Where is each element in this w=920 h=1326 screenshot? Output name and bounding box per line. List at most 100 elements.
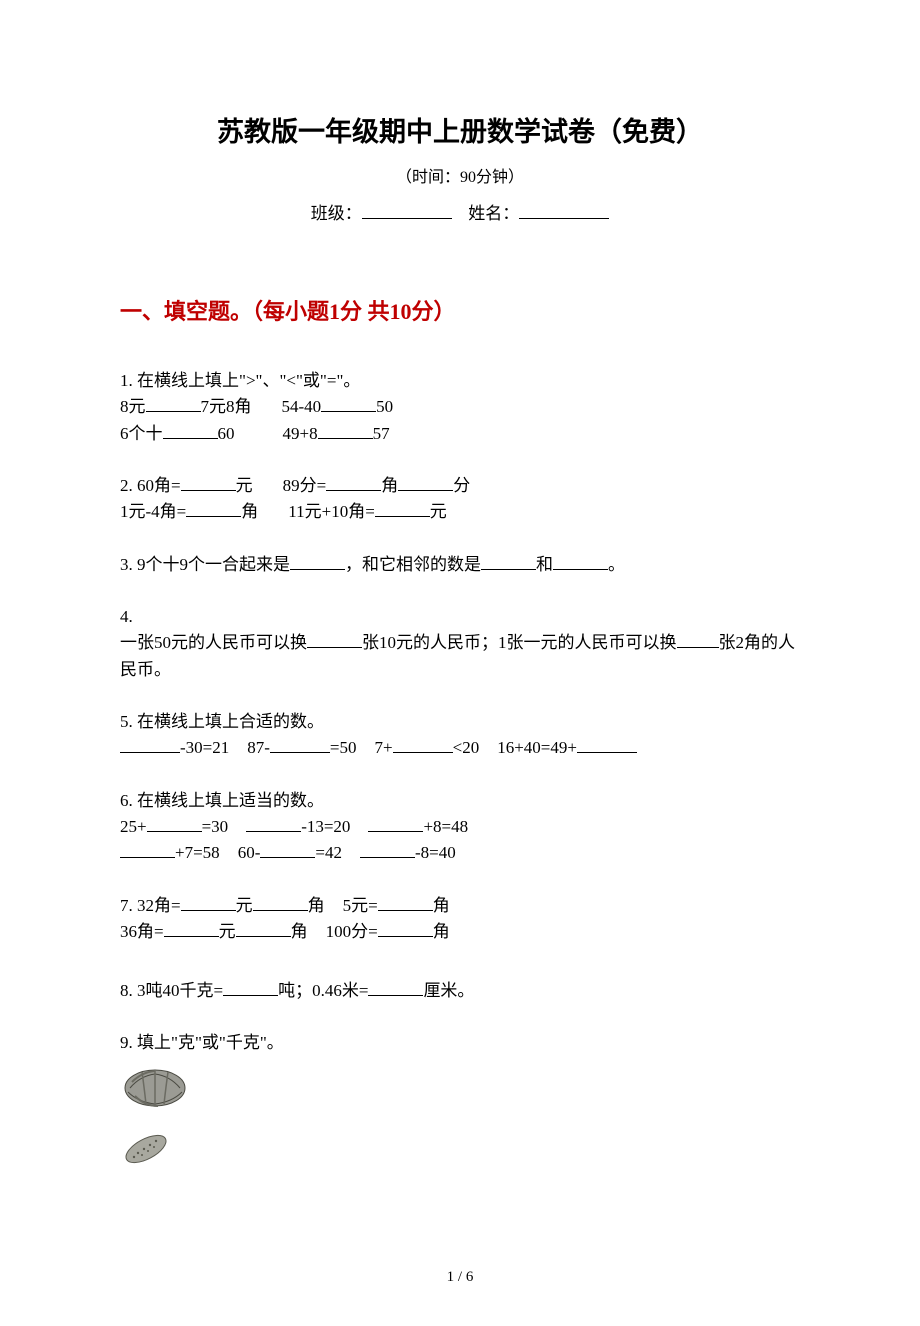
q6-r2c: =42: [315, 843, 342, 862]
q2-r1c: 89分=: [283, 476, 327, 495]
q7-r1d: 5元=: [343, 896, 378, 915]
class-blank: [362, 202, 452, 219]
q5-f: 16+40=49+: [497, 738, 577, 757]
blank: [223, 979, 278, 996]
q1-prompt: 1. 在横线上填上">"、"<"或"="。: [120, 368, 800, 394]
q2-row1: 2. 60角=元89分=角分: [120, 473, 800, 499]
blank: [318, 422, 373, 439]
q5-e: <20: [453, 738, 480, 757]
blank: [553, 553, 608, 570]
q3-d: 。: [608, 555, 625, 574]
blank: [321, 395, 376, 412]
student-fields: 班级： 姓名：: [120, 199, 800, 224]
q8-c: 厘米。: [423, 981, 474, 1000]
q2-row2: 1元-4角= 角 11元+10角= 元: [120, 499, 800, 525]
blank: [393, 736, 453, 753]
q2-r1d: 角: [381, 476, 398, 495]
blank: [398, 474, 453, 491]
q3-a: 3. 9个十9个一合起来是: [120, 555, 290, 574]
question-3: 3. 9个十9个一合起来是 ，和它相邻的数是 和 。: [120, 552, 800, 578]
q2-r2c: 11元+10角=: [288, 502, 375, 521]
q8-a: 8. 3吨40千克=: [120, 981, 223, 1000]
blank: [270, 736, 330, 753]
q2-r2b: 角: [241, 502, 258, 521]
blank: [677, 631, 719, 648]
q6-row1: 25+=30-13=20+8=48: [120, 814, 800, 840]
blank: [326, 474, 381, 491]
q4-num: 4.: [120, 604, 800, 630]
q5-b: 87-: [247, 738, 270, 757]
time-label: （时间：90分钟）: [120, 163, 800, 187]
blank: [375, 500, 430, 517]
q5-d: 7+: [375, 738, 393, 757]
q6-prompt: 6. 在横线上填上适当的数。: [120, 788, 800, 814]
q2-r2a: 1元-4角=: [120, 502, 186, 521]
blank: [307, 631, 362, 648]
q6-r2d: -8=40: [415, 843, 456, 862]
question-2: 2. 60角=元89分=角分 1元-4角=角11元+10角=元: [120, 473, 800, 526]
q2-r2d: 元: [430, 502, 447, 521]
q7-r1a: 7. 32角=: [120, 896, 181, 915]
blank: [290, 553, 345, 570]
q6-r1d: +8=48: [423, 817, 468, 836]
question-9: 9. 填上"克"或"千克"。: [120, 1030, 800, 1179]
q1-r2d: 57: [373, 424, 390, 443]
name-blank: [519, 202, 609, 219]
q7-r1b: 元: [236, 896, 253, 915]
q7-r2b: 元: [219, 922, 236, 941]
q7-row1: 7. 32角= 元 角 5元= 角: [120, 893, 800, 919]
q1-r1d: 50: [376, 397, 393, 416]
q8-b: 吨；0.46米=: [278, 981, 368, 1000]
class-label: 班级：: [311, 204, 362, 223]
blank: [120, 841, 175, 858]
q6-r1a: 25+: [120, 817, 147, 836]
blank: [260, 841, 315, 858]
blank: [181, 474, 236, 491]
q9-prompt: 9. 填上"克"或"千克"。: [120, 1030, 800, 1056]
q7-r2c: 角: [291, 922, 308, 941]
blank: [368, 815, 423, 832]
q5-c: =50: [330, 738, 357, 757]
question-4: 4. 一张50元的人民币可以换张10元的人民币；1张一元的人民币可以换张2角的人…: [120, 604, 800, 683]
blank: [481, 553, 536, 570]
q6-r1b: =30: [202, 817, 229, 836]
q4-a: 一张50元的人民币可以换: [120, 633, 307, 652]
q1-row2: 6个十6049+857: [120, 421, 800, 447]
q5-row: -30=21 87- =50 7+ <20 16+40=49+: [120, 735, 800, 761]
question-5: 5. 在横线上填上合适的数。 -30=21 87- =50 7+ <20 16+40=49…: [120, 709, 800, 762]
name-label: 姓名：: [468, 204, 519, 223]
blank: [186, 500, 241, 517]
question-8: 8. 3吨40千克= 吨；0.46米= 厘米。: [120, 978, 800, 1004]
q4-b: 张10元的人民币；1张一元的人民币可以换: [362, 633, 677, 652]
question-6: 6. 在横线上填上适当的数。 25+=30-13=20+8=48 +7=5860…: [120, 788, 800, 867]
q6-r2b: 60-: [238, 843, 261, 862]
page-footer: 1 / 6: [120, 1269, 800, 1286]
q7-r2a: 36角=: [120, 922, 164, 941]
q7-r1e: 角: [433, 896, 450, 915]
q3-c: 和: [536, 555, 553, 574]
q7-r1c: 角: [308, 896, 325, 915]
q1-r1c: 54-40: [282, 397, 322, 416]
watermelon-icon: [120, 1062, 800, 1118]
q2-r1b: 元: [236, 476, 253, 495]
q3-b: ，和它相邻的数是: [345, 555, 481, 574]
blank: [236, 920, 291, 937]
q5-prompt: 5. 在横线上填上合适的数。: [120, 709, 800, 735]
q7-row2: 36角=元角100分=角: [120, 919, 800, 945]
q1-r1a: 8元: [120, 397, 146, 416]
q1-row1: 8元7元8角54-4050: [120, 394, 800, 420]
q7-r2e: 角: [433, 922, 450, 941]
bittergourd-icon: [120, 1125, 800, 1179]
blank: [577, 736, 637, 753]
blank: [163, 422, 218, 439]
q2-r1a: 2. 60角=: [120, 476, 181, 495]
question-7: 7. 32角=元角5元=角 36角=元角100分=角: [120, 893, 800, 946]
page-title: 苏教版一年级期中上册数学试卷（免费）: [120, 110, 800, 149]
blank: [253, 894, 308, 911]
q1-r2a: 6个十: [120, 424, 163, 443]
blank: [368, 979, 423, 996]
section-heading: 一、填空题。（每小题1分 共10分）: [120, 294, 800, 326]
q1-r2c: 49+8: [283, 424, 318, 443]
q5-a: -30=21: [180, 738, 229, 757]
blank: [146, 395, 201, 412]
